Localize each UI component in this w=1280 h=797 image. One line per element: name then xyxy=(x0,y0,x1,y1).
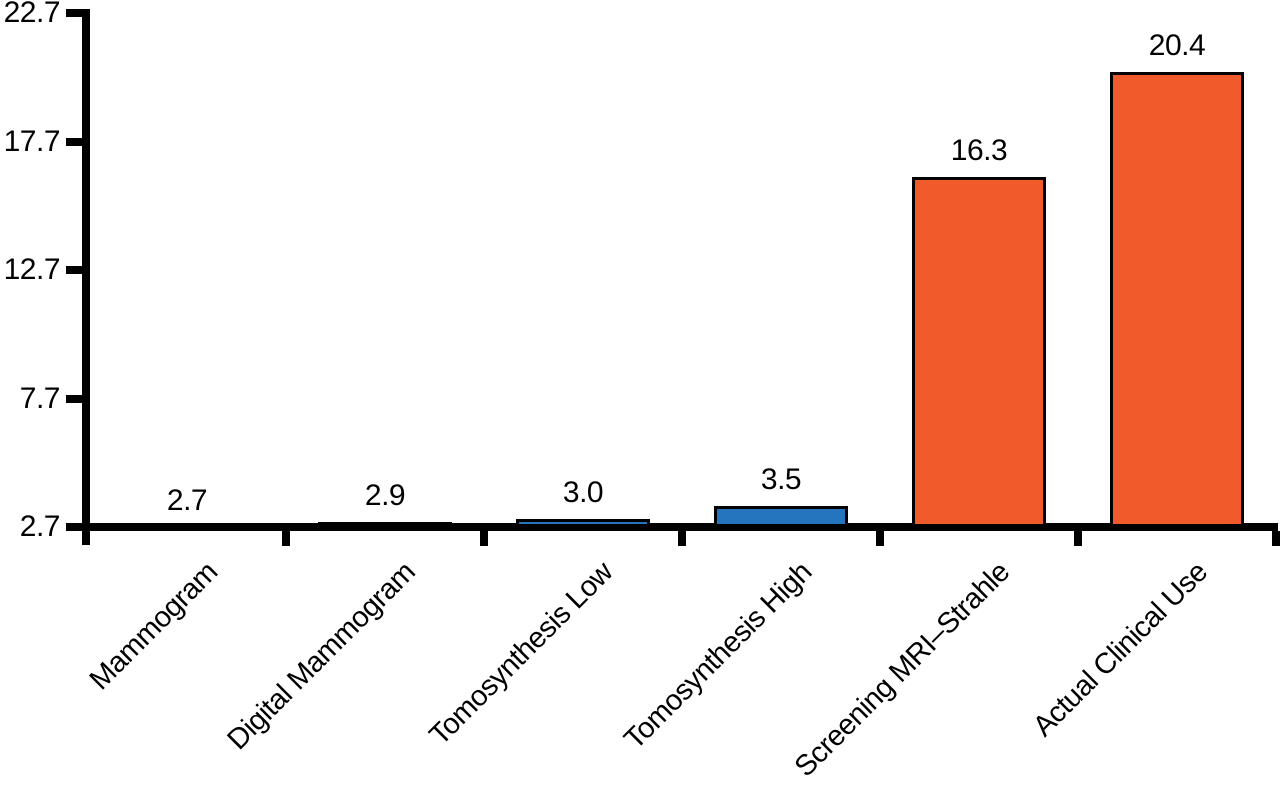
x-axis-line xyxy=(82,523,1278,531)
bar-2 xyxy=(318,522,452,528)
y-axis-tick-label: 2.7 xyxy=(19,510,61,543)
y-axis-tick xyxy=(66,9,82,17)
x-axis-tick xyxy=(1074,531,1082,546)
y-axis-tick-label: 22.7 xyxy=(3,0,61,29)
x-axis-category-label: Mammogram xyxy=(83,556,224,697)
x-axis-tick xyxy=(480,531,488,546)
x-axis-category-label: Tomosynthesis High xyxy=(617,556,818,756)
y-axis-tick-label: 12.7 xyxy=(3,253,61,286)
bar-3 xyxy=(516,519,650,527)
bar-value-label: 16.3 xyxy=(950,134,1008,167)
y-axis-tick xyxy=(66,394,82,403)
x-axis-tick xyxy=(876,531,884,546)
y-axis-tick-label: 17.7 xyxy=(3,124,61,158)
x-axis-tick xyxy=(282,531,290,546)
x-axis-category-label: Digital Mammogram xyxy=(221,556,422,757)
x-axis-category-label: Actual Clinical Use xyxy=(1026,556,1214,743)
bar-5 xyxy=(912,177,1046,527)
x-axis-tick xyxy=(1272,531,1280,546)
bar-value-label: 20.4 xyxy=(1148,29,1206,62)
y-axis-tick xyxy=(66,137,82,146)
bar-value-label: 3.5 xyxy=(760,463,802,496)
y-axis-tick xyxy=(66,266,82,274)
bar-value-label: 2.7 xyxy=(166,484,208,517)
bar-6 xyxy=(1110,72,1244,527)
x-axis-category-label: Screening MRI–Strahle xyxy=(788,556,1016,784)
y-axis-tick-label: 7.7 xyxy=(19,381,61,415)
y-axis-tick xyxy=(66,523,82,531)
bar-4 xyxy=(714,506,848,527)
x-axis-category-label: Tomosynthesis Low xyxy=(424,556,620,752)
bar-value-label: 2.9 xyxy=(364,479,406,512)
bar-value-label: 3.0 xyxy=(562,476,604,509)
x-axis-tick xyxy=(678,531,686,546)
y-axis-line xyxy=(82,9,90,545)
